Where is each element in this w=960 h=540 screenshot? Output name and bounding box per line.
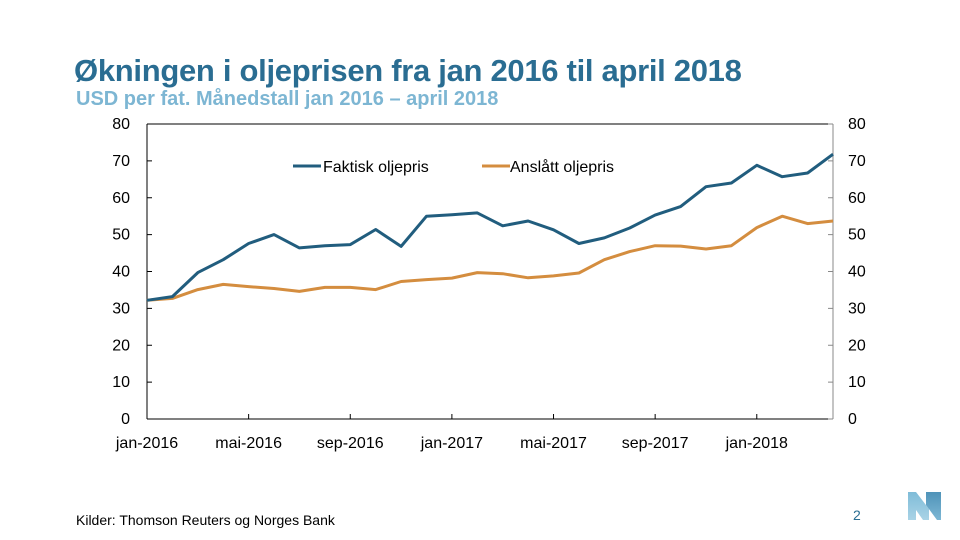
y-axis-right-labels: 0 10 20 30 40 50 60 70 80 [848,116,866,428]
y-tick-label-left: 80 [112,116,130,133]
y-tick-label-right: 10 [848,374,866,391]
y-tick-label-right: 0 [848,411,857,428]
slide-title: Økningen i oljeprisen fra jan 2016 til a… [74,53,742,88]
y-tick-label-right: 20 [848,337,866,354]
y-tick-label-right: 30 [848,300,866,317]
x-tick-label: jan-2018 [725,435,788,452]
y-tick-label-left: 50 [112,227,130,244]
x-tick-label: sep-2016 [317,435,384,452]
y-tick-label-left: 40 [112,264,130,281]
x-tick-label: jan-2017 [420,435,483,452]
x-tick-label: sep-2017 [622,435,689,452]
y-tick-label-left: 60 [112,190,130,207]
y-tick-label-left: 20 [112,337,130,354]
x-tick-label: jan-2016 [115,435,178,452]
slide-subtitle: USD per fat. Månedstall jan 2016 – april… [76,88,499,110]
x-axis-labels: jan-2016 mai-2016 sep-2016 jan-2017 mai-2017… [115,435,788,452]
y-tick-label-left: 10 [112,374,130,391]
series-line-faktisk-oljepris [146,152,834,302]
y-tick-label-left: 70 [112,153,130,170]
y-tick-label-left: 30 [112,300,130,317]
y-tick-label-right: 80 [848,116,866,133]
chart-axes [146,123,834,420]
chart-series [146,152,834,302]
y-tick-label-right: 70 [848,153,866,170]
x-tick-label: mai-2016 [215,435,282,452]
legend-label: Anslått oljepris [510,158,614,176]
y-axis-left-labels: 0 10 20 30 40 50 60 70 80 [112,116,130,428]
norges-bank-logo-icon [908,492,941,520]
y-tick-label-right: 40 [848,264,866,281]
page-number: 2 [853,507,861,523]
x-tick-label: mai-2017 [520,435,587,452]
y-tick-label-left: 0 [121,411,130,428]
chart-legend: Faktisk oljepris Anslått oljepris [293,158,614,176]
y-tick-label-right: 60 [848,190,866,207]
legend-label: Faktisk oljepris [323,159,429,176]
series-line-anslatt-oljepris [146,214,834,302]
y-tick-label-right: 50 [848,227,866,244]
source-note: Kilder: Thomson Reuters og Norges Bank [76,512,335,528]
